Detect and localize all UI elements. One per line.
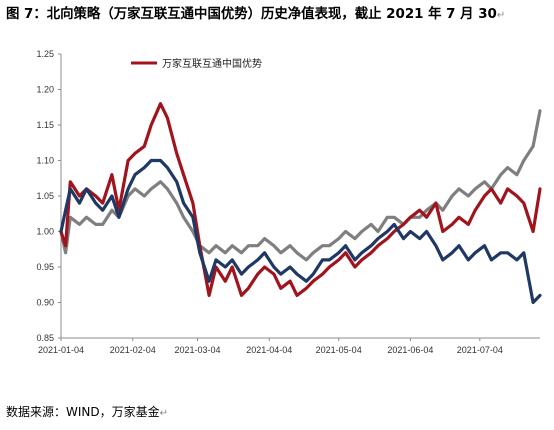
y-tick-label: 1.10 (36, 156, 54, 166)
y-tick-label: 1.15 (36, 120, 54, 130)
figure-title-text: 图 7：北向策略（万家互联互通中国优势）历史净值表现，截止 2021 年 7 月… (6, 7, 497, 22)
chart-legend: 万家互联互通中国优势 (131, 57, 262, 70)
legend-label: 万家互联互通中国优势 (162, 57, 262, 70)
series-line-2 (59, 158, 542, 305)
series-line-0 (59, 109, 542, 262)
source-text: 数据来源：WIND，万家基金 (6, 405, 160, 419)
source-note: 数据来源：WIND，万家基金↵ (6, 402, 168, 422)
chart: 1.25 1.20 1.15 1.10 1.05 1.00 0.95 0.90 0.85 2021… (36, 49, 542, 355)
y-tick-label: 0.95 (36, 262, 54, 272)
y-tick-label: 1.20 (36, 85, 54, 95)
y-tick-label: 0.90 (36, 298, 54, 308)
x-tick-label: 2021-04-04 (246, 345, 292, 355)
y-tick-label: 1.00 (36, 227, 54, 237)
x-tick-label: 2021-01-04 (38, 345, 84, 355)
x-tick-label: 2021-02-04 (110, 345, 156, 355)
chart-axes: 1.25 1.20 1.15 1.10 1.05 1.00 0.95 0.90 0.85 2021… (36, 49, 540, 355)
y-tick-label: 1.25 (36, 49, 54, 59)
x-tick-label: 2021-05-04 (316, 345, 362, 355)
series-line-1 (59, 102, 542, 297)
x-tick-label: 2021-03-04 (175, 345, 221, 355)
y-tick-label: 1.05 (36, 191, 54, 201)
return-mark-icon: ↵ (496, 10, 506, 21)
y-tick-label: 0.85 (36, 333, 54, 343)
return-mark-icon: ↵ (159, 408, 169, 419)
figure-title: 图 7：北向策略（万家互联互通中国优势）历史净值表现，截止 2021 年 7 月… (6, 4, 554, 26)
chart-series (59, 102, 542, 305)
x-tick-label: 2021-07-04 (457, 345, 503, 355)
x-tick-label: 2021-06-04 (387, 345, 433, 355)
